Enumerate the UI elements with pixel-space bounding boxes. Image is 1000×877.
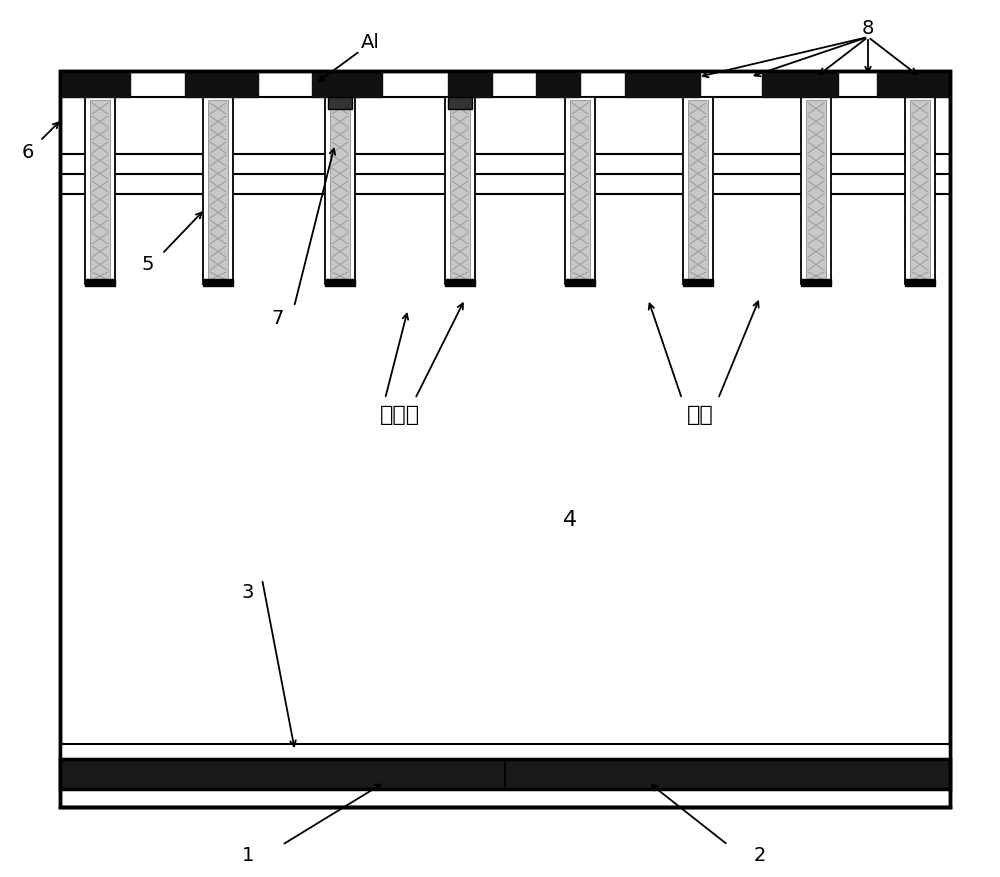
Text: 4: 4 bbox=[563, 510, 577, 530]
Text: 1: 1 bbox=[242, 845, 254, 865]
Bar bbox=[536, 72, 580, 98]
Bar bbox=[905, 280, 935, 287]
Text: 6: 6 bbox=[22, 142, 34, 161]
Text: Al: Al bbox=[361, 32, 379, 52]
Bar bbox=[185, 72, 258, 98]
Bar bbox=[565, 98, 595, 285]
Bar bbox=[448, 98, 472, 110]
Bar bbox=[801, 280, 831, 287]
Bar bbox=[905, 98, 935, 285]
Text: 假栊: 假栊 bbox=[687, 404, 713, 424]
Bar bbox=[565, 280, 595, 287]
Text: 7: 7 bbox=[272, 308, 284, 327]
Bar bbox=[60, 745, 950, 759]
Bar bbox=[60, 72, 950, 807]
Bar bbox=[806, 101, 826, 282]
Bar bbox=[330, 101, 350, 282]
Bar bbox=[325, 98, 355, 285]
Bar bbox=[801, 98, 831, 285]
Bar bbox=[688, 101, 708, 282]
Bar bbox=[60, 72, 950, 807]
Text: 沟槽栊: 沟槽栊 bbox=[380, 404, 420, 424]
Text: 2: 2 bbox=[754, 845, 766, 865]
Text: 8: 8 bbox=[862, 18, 874, 38]
Text: 3: 3 bbox=[242, 581, 254, 601]
Text: 5: 5 bbox=[142, 255, 154, 275]
Bar bbox=[683, 98, 713, 285]
Bar bbox=[877, 72, 950, 98]
Bar bbox=[683, 280, 713, 287]
Bar bbox=[625, 72, 700, 98]
Bar bbox=[448, 72, 492, 98]
Bar bbox=[445, 280, 475, 287]
Bar bbox=[208, 101, 228, 282]
Bar bbox=[570, 101, 590, 282]
Bar bbox=[312, 72, 382, 98]
Bar bbox=[445, 98, 475, 285]
Bar bbox=[60, 759, 950, 789]
Bar bbox=[85, 280, 115, 287]
Bar bbox=[203, 280, 233, 287]
Bar bbox=[90, 101, 110, 282]
Bar bbox=[328, 98, 352, 110]
Bar bbox=[85, 98, 115, 285]
Bar bbox=[60, 72, 130, 98]
Bar bbox=[203, 98, 233, 285]
Bar bbox=[450, 101, 470, 282]
Bar bbox=[762, 72, 838, 98]
Bar bbox=[325, 280, 355, 287]
Bar bbox=[910, 101, 930, 282]
